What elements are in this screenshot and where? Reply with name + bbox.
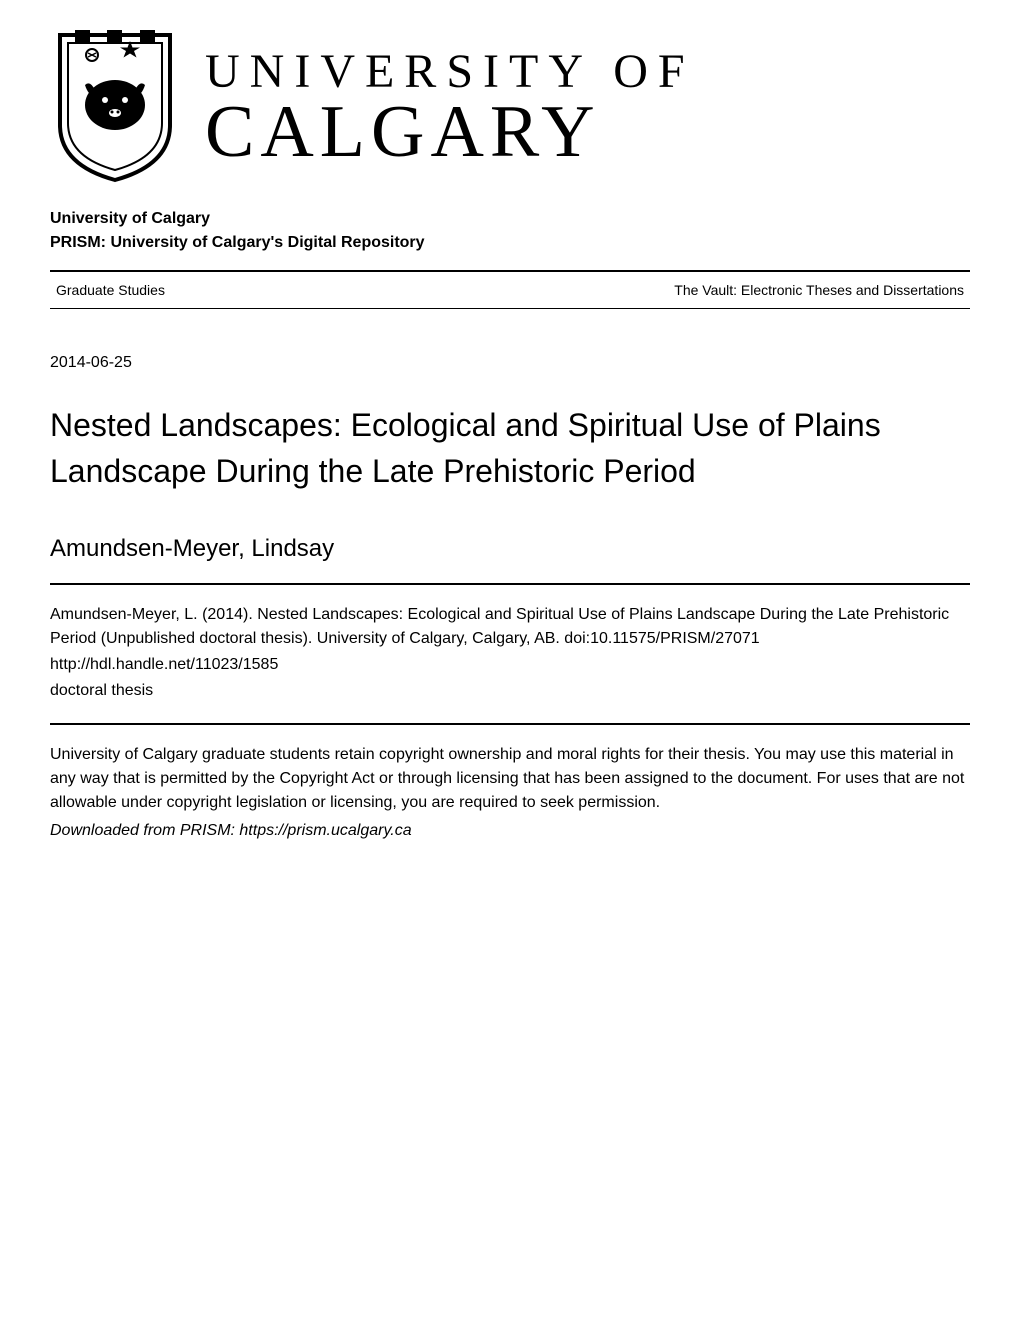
publication-date: 2014-06-25 xyxy=(50,354,970,372)
logo-text: UNIVERSITY OF CALGARY xyxy=(205,44,695,166)
citation-url: http://hdl.handle.net/11023/1585 xyxy=(50,653,970,677)
rights-text: University of Calgary graduate students … xyxy=(50,743,970,815)
header-row: Graduate Studies The Vault: Electronic T… xyxy=(50,272,970,308)
logo-section: UNIVERSITY OF CALGARY xyxy=(50,25,970,185)
document-author: Amundsen-Meyer, Lindsay xyxy=(50,535,970,563)
divider xyxy=(50,308,970,309)
logo-line2: CALGARY xyxy=(205,99,695,166)
header-right: The Vault: Electronic Theses and Dissert… xyxy=(674,282,964,298)
citation-block: Amundsen-Meyer, L. (2014). Nested Landsc… xyxy=(50,585,970,723)
header-left: Graduate Studies xyxy=(56,282,165,298)
document-title: Nested Landscapes: Ecological and Spirit… xyxy=(50,402,970,495)
rights-block: University of Calgary graduate students … xyxy=(50,725,970,843)
citation-type: doctoral thesis xyxy=(50,679,970,703)
citation-text: Amundsen-Meyer, L. (2014). Nested Landsc… xyxy=(50,603,970,651)
institution-name: University of Calgary xyxy=(50,210,970,228)
download-note: Downloaded from PRISM: https://prism.uca… xyxy=(50,819,970,843)
university-crest-icon xyxy=(50,25,180,185)
repository-name: PRISM: University of Calgary's Digital R… xyxy=(50,234,970,252)
